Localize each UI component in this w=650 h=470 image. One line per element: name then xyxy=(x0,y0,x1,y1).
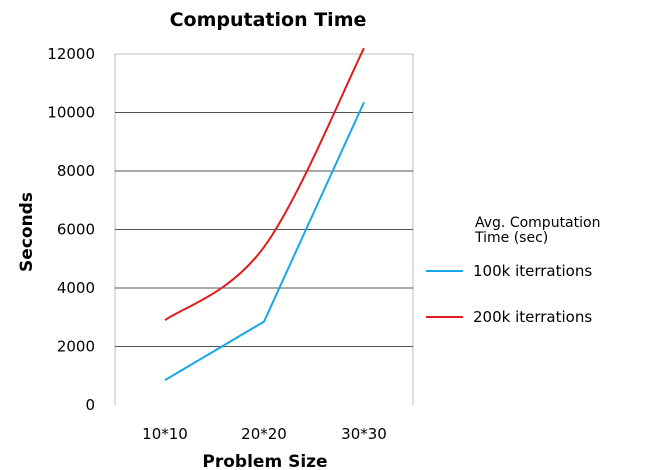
series-line-2 xyxy=(164,47,365,321)
y-tick-label: 6000 xyxy=(57,221,95,239)
grid xyxy=(114,53,414,405)
series-line-1 xyxy=(164,101,365,381)
y-tick-label: 0 xyxy=(85,396,95,414)
legend-label-2: 200k iterrations xyxy=(473,308,592,326)
y-axis-ticks: 0 2000 4000 6000 8000 10000 12000 xyxy=(47,45,95,414)
x-tick-label: 10*10 xyxy=(142,425,188,443)
y-tick-label: 4000 xyxy=(57,279,95,297)
y-tick-label: 8000 xyxy=(57,162,95,180)
y-axis-label: Seconds xyxy=(17,192,37,272)
legend-title-line2: Time (sec) xyxy=(474,230,548,246)
x-axis-label: Problem Size xyxy=(202,452,327,470)
chart-title: Computation Time xyxy=(170,9,367,31)
legend: Avg. Computation Time (sec) 100k iterrat… xyxy=(426,215,600,326)
y-tick-label: 2000 xyxy=(57,338,95,356)
y-tick-label: 10000 xyxy=(47,104,95,122)
x-axis-ticks: 10*10 20*20 30*30 xyxy=(142,425,387,443)
x-tick-label: 30*30 xyxy=(341,425,387,443)
legend-items: 100k iterrations 200k iterrations xyxy=(426,262,592,326)
legend-title-line1: Avg. Computation xyxy=(475,215,600,231)
y-tick-label: 12000 xyxy=(47,45,95,63)
series-lines xyxy=(164,47,365,381)
x-tick-label: 20*20 xyxy=(241,425,287,443)
legend-label-1: 100k iterrations xyxy=(473,262,592,280)
